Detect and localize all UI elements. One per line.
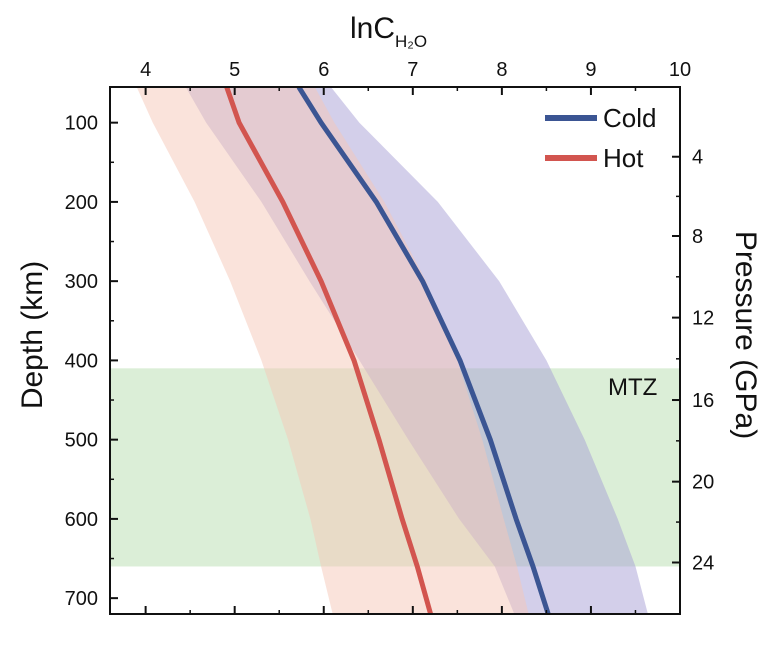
legend-label-cold: Cold — [603, 103, 656, 133]
line-hot — [224, 87, 434, 614]
x-axis-title: lnCH₂O — [350, 12, 427, 51]
y-axis-right-ticks: 4 8 12 16 20 24 — [672, 147, 714, 574]
mtz-label: MTZ — [608, 374, 657, 401]
y-tick-label-400: 400 — [65, 350, 98, 372]
x-tick-label-5: 5 — [229, 59, 240, 81]
x-tick-label-7: 7 — [407, 59, 418, 81]
y-tick-label-100: 100 — [65, 113, 98, 135]
pressure-tick-label-4: 4 — [692, 147, 703, 169]
y-tick-label-700: 700 — [65, 588, 98, 610]
pressure-tick-label-16: 16 — [692, 390, 714, 412]
y-axis-left-title: Depth (km) — [16, 261, 49, 409]
x-tick-label-10: 10 — [669, 59, 691, 81]
x-tick-label-4: 4 — [140, 59, 151, 81]
pressure-tick-label-8: 8 — [692, 226, 703, 248]
uncertainty-bands — [136, 87, 648, 614]
pressure-tick-label-24: 24 — [692, 552, 714, 574]
legend-label-hot: Hot — [603, 143, 644, 173]
y-axis-left-ticks: 100 200 300 400 500 600 700 — [65, 113, 118, 610]
band-hot — [136, 87, 529, 614]
y-tick-label-500: 500 — [65, 430, 98, 452]
plot-frame — [109, 86, 681, 615]
pressure-tick-label-20: 20 — [692, 472, 714, 494]
x-tick-label-6: 6 — [318, 59, 329, 81]
x-tick-label-9: 9 — [585, 59, 596, 81]
x-tick-label-8: 8 — [496, 59, 507, 81]
pressure-tick-label-12: 12 — [692, 308, 714, 330]
series-lines — [224, 87, 551, 614]
y-tick-label-200: 200 — [65, 192, 98, 214]
x-axis-title-main: lnC — [350, 12, 395, 45]
y-tick-label-600: 600 — [65, 509, 98, 531]
line-cold — [296, 87, 551, 614]
x-axis-ticks: 4 5 6 7 8 9 10 — [140, 59, 691, 614]
y-tick-label-300: 300 — [65, 271, 98, 293]
legend: Cold Hot — [545, 103, 656, 173]
x-axis-title-subscript: H₂O — [395, 32, 427, 51]
y-axis-right-title: Pressure (GPa) — [729, 231, 762, 439]
